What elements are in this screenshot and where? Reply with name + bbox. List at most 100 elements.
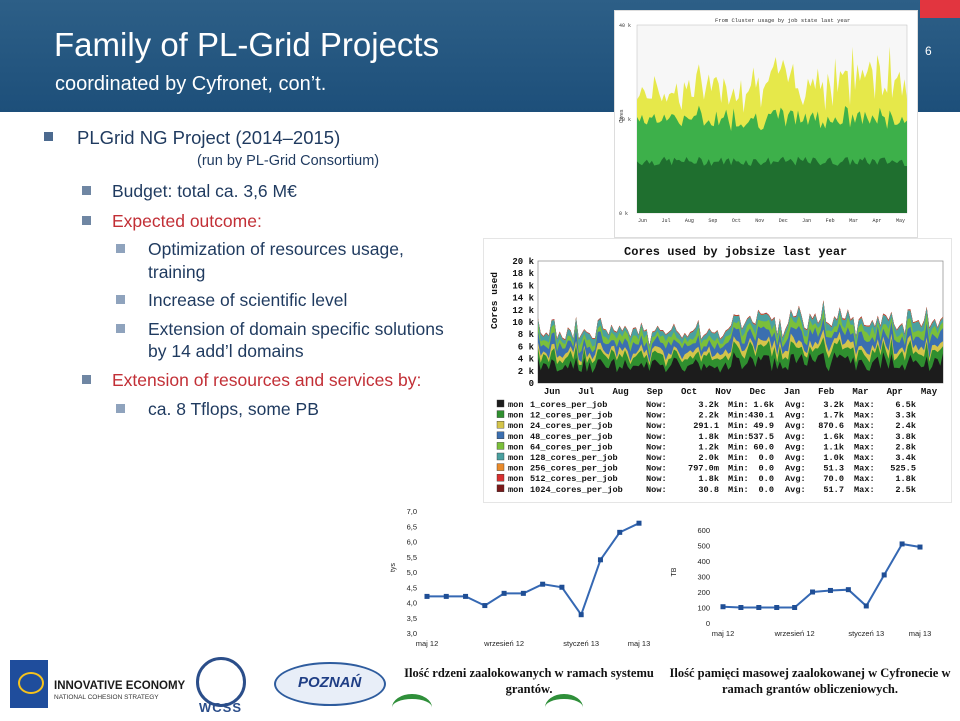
legend-max-value: 3.3k: [895, 411, 916, 421]
legend-min: Min:: [728, 453, 749, 463]
legend-now-value: 797.0m: [688, 464, 719, 474]
jobsize-ytick-label: 8 k: [518, 330, 535, 340]
jobsize-ytick-label: 20 k: [512, 257, 534, 267]
legend-avg-value: 1.1k: [823, 442, 844, 452]
data-point: [881, 572, 887, 578]
jobsize-area-1_cores_per_job: [538, 352, 943, 383]
legend-min-value: 537.5: [748, 432, 774, 442]
legend-name: 1024_cores_per_job: [530, 485, 623, 495]
jobsize-xtick-label: Jun: [544, 387, 560, 397]
legend-name: 48_cores_per_job: [530, 432, 613, 442]
legend-avg: Avg:: [785, 453, 806, 463]
ie-logo-subtext: NATIONAL COHESION STRATEGY: [54, 694, 159, 701]
ytick-label: 3,5: [407, 614, 417, 623]
data-point: [756, 605, 762, 610]
xtick-label: maj 13: [628, 639, 651, 648]
legend-min: Min:: [728, 432, 749, 442]
cluster-usage-area: [637, 156, 907, 213]
legend-avg: Avg:: [785, 474, 806, 484]
legend-now: Now:: [646, 432, 667, 442]
budget-line: Budget: total ca. 3,6 M€: [112, 181, 297, 201]
jobsize-ytick-label: 2 k: [518, 367, 535, 377]
legend-max-value: 3.8k: [895, 432, 916, 442]
legend-max: Max:: [854, 453, 875, 463]
xtick-label: maj 12: [416, 639, 439, 648]
legend-prefix: mon: [508, 442, 523, 452]
legend-now-value: 1.2k: [698, 442, 719, 452]
legend-max: Max:: [854, 411, 875, 421]
legend-min: Min:: [728, 485, 749, 495]
legend-now: Now:: [646, 400, 667, 410]
legend-avg-value: 70.0: [823, 474, 844, 484]
legend-prefix: mon: [508, 421, 523, 431]
ytick-label: 100: [697, 604, 710, 613]
jobsize-title: Cores used by jobsize last year: [624, 245, 847, 259]
legend-now: Now:: [646, 411, 667, 421]
cluster-xtick-label: Oct: [732, 218, 741, 224]
cluster-xtick-label: Aug: [685, 218, 694, 224]
bullet-icon: [82, 186, 91, 195]
cores-line-svg: 3,0 3,5 4,0 4,5 5,0 5,5 6,0 6,5 7,0 tys maj 12 wrze…: [390, 507, 651, 648]
legend-now-value: 2.0k: [698, 453, 719, 463]
ytick-label: 600: [697, 526, 710, 535]
cluster-usage-chart: From Cluster usage by job state last yea…: [614, 10, 918, 238]
jobsize-ytick-label: 12 k: [512, 306, 534, 316]
bullet-icon: [116, 295, 125, 304]
jobsize-xtick-label: Mar: [852, 387, 868, 397]
cores-line-chart: 3,0 3,5 4,0 4,5 5,0 5,5 6,0 6,5 7,0 tys maj 12 wrze…: [387, 505, 663, 650]
legend-swatch: [496, 463, 505, 471]
legend-avg-value: 51.3: [823, 464, 844, 474]
storage-line-chart: 0 100 200 300 400 500 600 TB maj 12 wrzesień 12 st…: [668, 516, 950, 650]
ytick-label: 200: [697, 588, 710, 597]
storage-line-svg: 0 100 200 300 400 500 600 TB maj 12 wrzesień 12 st…: [671, 526, 931, 638]
storage-chart-caption: Ilość pamięci masowej zaalokowanej w Cyf…: [669, 666, 951, 696]
legend-now: Now:: [646, 421, 667, 431]
legend-avg: Avg:: [785, 400, 806, 410]
legend-max: Max:: [854, 400, 875, 410]
legend-max: Max:: [854, 464, 875, 474]
xtick-label: styczeń 13: [848, 629, 884, 638]
xtick-label: wrzesień 12: [774, 629, 815, 638]
extension-line: Extension of resources and services by:: [112, 370, 422, 390]
legend-max-value: 525.5: [890, 464, 916, 474]
data-point: [424, 593, 430, 599]
legend-min: Min:: [728, 400, 749, 410]
data-point: [774, 605, 780, 610]
legend-min: Min:: [728, 464, 749, 474]
expected-outcome-label: Expected outcome:: [112, 211, 262, 231]
legend-now-value: 291.1: [693, 421, 719, 431]
ytick-label: 500: [697, 542, 710, 551]
xtick-label: wrzesień 12: [483, 639, 524, 648]
jobsize-chart: Cores used by jobsize last year Cores us…: [483, 238, 952, 503]
legend-max: Max:: [854, 474, 875, 484]
legend-avg-value: 1.0k: [823, 453, 844, 463]
legend-prefix: mon: [508, 464, 523, 474]
cluster-xtick-label: Jan: [802, 218, 811, 224]
legend-name: 512_cores_per_job: [530, 474, 618, 484]
legend-name: 12_cores_per_job: [530, 411, 613, 421]
jobsize-ytick-label: 16 k: [512, 281, 534, 291]
legend-max-value: 2.5k: [895, 485, 916, 495]
legend-avg: Avg:: [785, 485, 806, 495]
legend-now: Now:: [646, 442, 667, 452]
slide-title: Family of PL-Grid Projects: [54, 26, 440, 63]
jobsize-ytick-label: 18 k: [512, 269, 534, 279]
cluster-ytick-label: 20 k: [619, 117, 631, 123]
data-point: [443, 593, 449, 599]
data-point: [827, 587, 833, 593]
data-point: [845, 587, 851, 593]
legend-now-value: 3.2k: [698, 400, 719, 410]
poznan-logo-text: POZNAŃ: [298, 674, 362, 691]
data-point: [617, 529, 623, 535]
jobsize-ytick-label: 0: [529, 379, 534, 389]
outcome-item: training: [148, 262, 206, 282]
legend-prefix: mon: [508, 474, 523, 484]
jobsize-ylabel: Cores used: [489, 272, 500, 329]
cluster-ytick-label: 40 k: [619, 23, 631, 29]
corner-accent: [920, 0, 960, 18]
legend-swatch: [496, 420, 505, 429]
legend-swatch: [496, 431, 505, 440]
data-point: [597, 557, 603, 563]
data-point: [720, 604, 726, 610]
green-logo-icon: [545, 694, 583, 721]
